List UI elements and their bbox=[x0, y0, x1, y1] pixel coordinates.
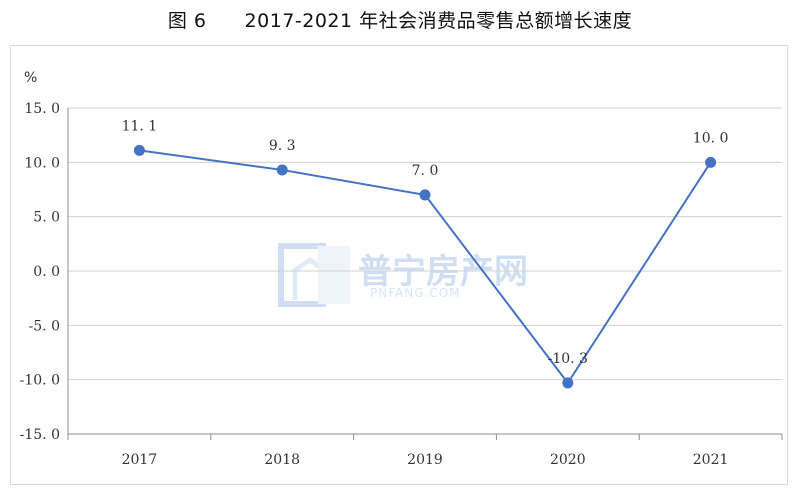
x-tick-label: 2017 bbox=[122, 452, 158, 468]
watermark: 普宁房产网 PNFANG.COM bbox=[278, 243, 528, 307]
watermark-sub: PNFANG.COM bbox=[370, 286, 461, 300]
watermark-text: 普宁房产网 bbox=[358, 252, 528, 292]
y-tick-label: 15. 0 bbox=[24, 101, 60, 117]
y-tick-label: 5. 0 bbox=[33, 210, 60, 226]
data-label: 9. 3 bbox=[269, 138, 296, 154]
y-axis-unit: % bbox=[24, 70, 37, 86]
x-axis: 2017 2018 2019 2020 2021 bbox=[67, 434, 783, 468]
figure-number: 图 6 bbox=[167, 10, 207, 32]
data-points bbox=[133, 144, 717, 389]
y-tick-label: 0. 0 bbox=[33, 264, 60, 280]
data-label: 10. 0 bbox=[693, 130, 729, 146]
y-tick-label: 10. 0 bbox=[24, 155, 60, 171]
data-point bbox=[562, 377, 574, 389]
x-tick-label: 2020 bbox=[550, 452, 586, 468]
data-point bbox=[705, 156, 717, 168]
chart-title: 图 6 2017-2021 年社会消费品零售总额增长速度 bbox=[0, 6, 800, 36]
x-tick-label: 2018 bbox=[264, 452, 300, 468]
data-point bbox=[276, 164, 288, 176]
figure-title: 2017-2021 年社会消费品零售总额增长速度 bbox=[244, 10, 633, 32]
x-tick-label: 2021 bbox=[693, 452, 729, 468]
gridlines bbox=[67, 107, 782, 435]
y-axis-ticks: 15. 0 10. 0 5. 0 0. 0 -5. 0 -10. 0 -15. 0 bbox=[20, 101, 60, 443]
data-labels: 11. 1 9. 3 7. 0 -10. 3 10. 0 bbox=[122, 118, 729, 367]
x-tick-label: 2019 bbox=[407, 452, 443, 468]
y-tick-label: -5. 0 bbox=[29, 318, 60, 334]
data-label: -10. 3 bbox=[548, 351, 588, 367]
data-label: 11. 1 bbox=[122, 118, 158, 134]
data-point bbox=[133, 144, 145, 156]
chart-frame bbox=[10, 45, 788, 485]
y-tick-label: -10. 0 bbox=[20, 373, 60, 389]
house-logo-icon bbox=[278, 243, 350, 307]
data-label: 7. 0 bbox=[412, 163, 439, 179]
y-tick-label: -15. 0 bbox=[20, 427, 60, 443]
data-point bbox=[419, 189, 431, 201]
